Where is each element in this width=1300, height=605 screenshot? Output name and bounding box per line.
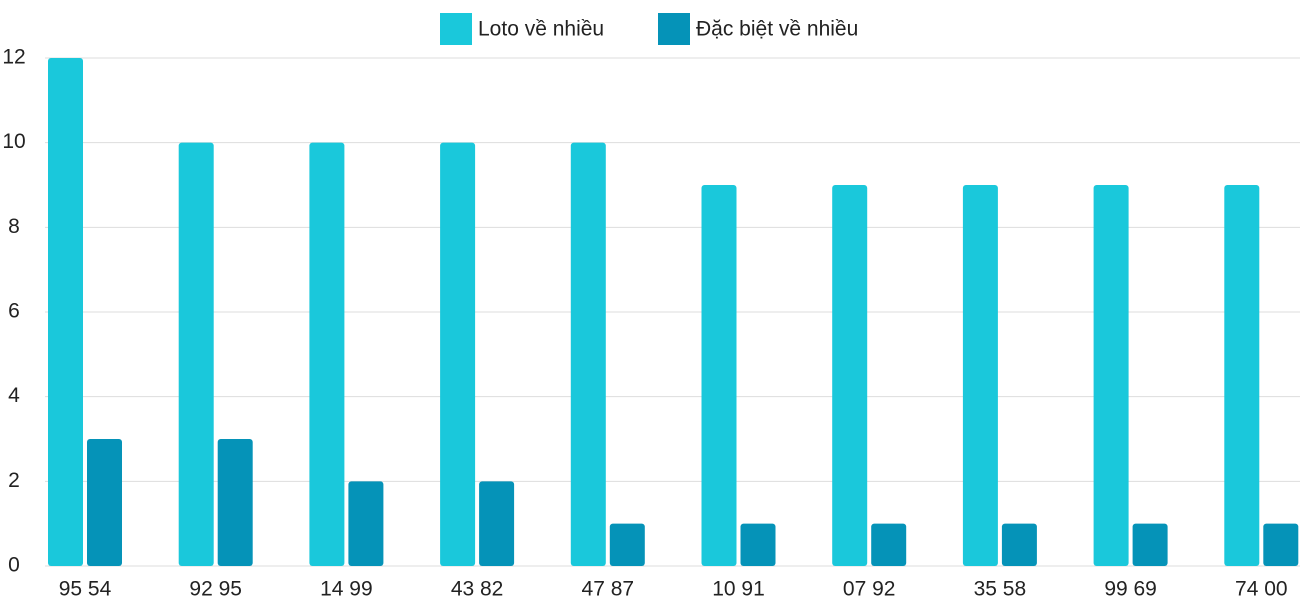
- legend-label: Đặc biệt về nhiều: [696, 18, 858, 41]
- bar: [1224, 185, 1260, 566]
- x-tick-label: 10 91: [712, 578, 765, 600]
- y-tick-label: 10: [2, 130, 25, 153]
- bar: [740, 523, 776, 566]
- bar: [178, 142, 214, 566]
- bar: [701, 185, 737, 566]
- y-tick-label: 4: [8, 384, 20, 407]
- legend-swatch: [440, 13, 472, 45]
- bar: [87, 439, 122, 566]
- bar: [440, 142, 476, 566]
- x-tick-label: 14 99: [320, 578, 373, 600]
- x-tick-label: 43 82: [451, 578, 504, 600]
- bar: [479, 481, 515, 566]
- x-tick-label: 74 00: [1235, 578, 1288, 600]
- bar: [871, 523, 907, 566]
- x-tick-label: 07 92: [843, 578, 896, 600]
- y-tick-label: 6: [8, 300, 20, 323]
- y-tick-label: 12: [2, 46, 25, 69]
- x-tick-label: 99 69: [1104, 578, 1157, 600]
- bar: [962, 185, 998, 566]
- legend-label: Loto về nhiều: [478, 18, 604, 41]
- x-tick-label: 95 54: [59, 578, 112, 600]
- bar: [1263, 523, 1299, 566]
- bar: [832, 185, 868, 566]
- bar: [309, 142, 345, 566]
- y-tick-label: 2: [8, 469, 20, 492]
- bar: [1132, 523, 1168, 566]
- x-tick-label: 92 95: [189, 578, 242, 600]
- y-tick-label: 0: [8, 554, 20, 577]
- x-tick-label: 47 87: [582, 578, 635, 600]
- legend-swatch: [658, 13, 690, 45]
- bar: [1093, 185, 1129, 566]
- bar: [217, 439, 253, 566]
- bar: [348, 481, 384, 566]
- bar: [1001, 523, 1037, 566]
- y-tick-label: 8: [8, 215, 20, 238]
- bar: [48, 58, 83, 566]
- x-tick-label: 35 58: [974, 578, 1027, 600]
- bar: [570, 142, 606, 566]
- bar: [609, 523, 645, 566]
